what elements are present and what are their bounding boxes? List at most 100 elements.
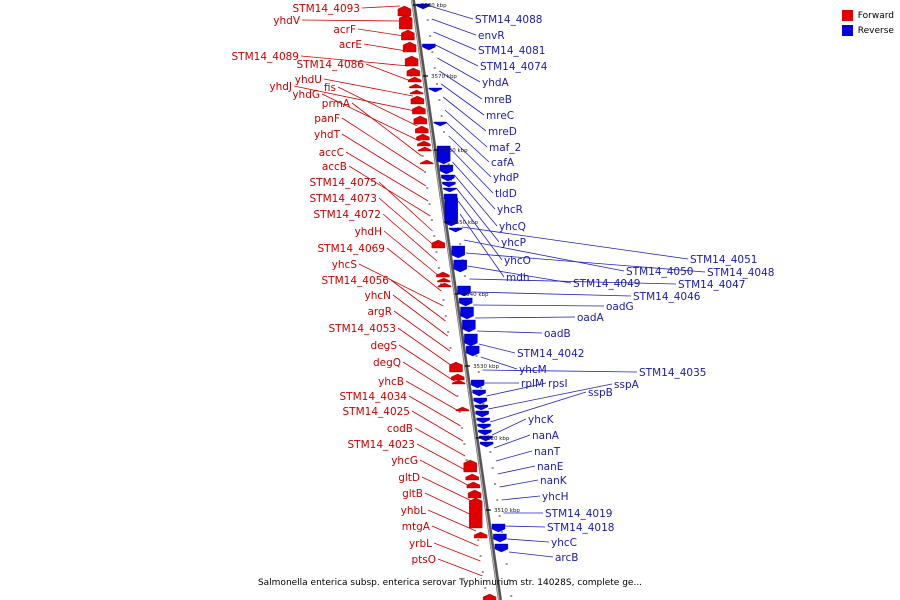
gene-label-mreb[interactable]: mreB (484, 94, 512, 106)
gene-label-yrbl[interactable]: yrbL (409, 538, 432, 550)
reverse-connector (463, 239, 625, 272)
gene-label-stm14-4023[interactable]: STM14_4023 (348, 439, 415, 451)
gene-label-stm14-4042[interactable]: STM14_4042 (517, 348, 584, 360)
gene-label-gltb[interactable]: gltB (402, 488, 423, 500)
gene-label-nank[interactable]: nanK (540, 475, 568, 487)
gene-label-yhcg[interactable]: yhcG (391, 455, 418, 467)
reverse-connector (505, 525, 546, 528)
gene-label-stm14-4025[interactable]: STM14_4025 (343, 406, 410, 418)
gene-label-stm14-4035[interactable]: STM14_4035 (639, 367, 706, 379)
reverse-connector (508, 551, 554, 558)
gene-label-stm14-4048[interactable]: STM14_4048 (707, 267, 774, 279)
forward-gene-arrow (469, 497, 483, 529)
reverse-gene-arrow (477, 423, 491, 430)
gene-label-arcb[interactable]: arcB (555, 552, 579, 564)
gene-label-sspb[interactable]: sspB (588, 387, 613, 399)
gene-label-yhdg[interactable]: yhdG (292, 89, 320, 101)
reverse-connector (480, 356, 518, 370)
gene-label-stm14-4034[interactable]: STM14_4034 (340, 391, 408, 403)
gene-label-yhch[interactable]: yhcH (542, 491, 569, 503)
reverse-gene-arrow (462, 319, 476, 333)
gene-label-nane[interactable]: nanE (537, 461, 563, 473)
gene-label-oadg[interactable]: oadG (606, 301, 634, 313)
gene-label-argr[interactable]: argR (367, 306, 392, 318)
gene-label-fis[interactable]: fis (324, 82, 336, 94)
gene-label-yhco[interactable]: yhcO (504, 255, 531, 267)
gene-label-yhcs[interactable]: yhcS (332, 259, 358, 271)
gene-label-yhcr[interactable]: yhcR (497, 204, 523, 216)
forward-connector (300, 55, 409, 67)
gene-label-stm14-4050[interactable]: STM14_4050 (626, 266, 693, 278)
gene-label-yhdp[interactable]: yhdP (493, 172, 519, 184)
gene-label-stm14-4019[interactable]: STM14_4019 (545, 508, 612, 520)
gene-label-stm14-4046[interactable]: STM14_4046 (633, 291, 701, 303)
gene-label-stm14-4069[interactable]: STM14_4069 (318, 243, 385, 255)
gene-label-stm14-4088[interactable]: STM14_4088 (475, 14, 542, 26)
gene-label-stm14-4018[interactable]: STM14_4018 (547, 522, 614, 534)
gene-label-ptso[interactable]: ptsO (411, 554, 436, 566)
gene-label-yhcp[interactable]: yhcP (501, 237, 526, 249)
gene-label-stm14-4047[interactable]: STM14_4047 (678, 279, 745, 291)
gene-label-yhbl[interactable]: yhbL (401, 505, 427, 517)
reverse-gene-arrow (439, 164, 454, 175)
gene-label-cafa[interactable]: cafA (491, 157, 515, 169)
gene-label-yhdh[interactable]: yhdH (355, 226, 382, 238)
gene-label-degq[interactable]: degQ (373, 357, 401, 369)
gene-label-mtga[interactable]: mtgA (402, 521, 431, 533)
gene-label-nana[interactable]: nanA (532, 430, 560, 442)
gene-label-stm14-4075[interactable]: STM14_4075 (310, 177, 377, 189)
gene-label-stm14-4086[interactable]: STM14_4086 (297, 59, 365, 71)
gene-label-gltd[interactable]: gltD (398, 472, 420, 484)
gene-label-oada[interactable]: oadA (577, 312, 605, 324)
gene-label-stm14-4081[interactable]: STM14_4081 (478, 45, 545, 57)
reverse-connector (448, 135, 492, 178)
reverse-connector (473, 304, 605, 307)
gene-label-stm14-4056[interactable]: STM14_4056 (322, 275, 390, 287)
gene-label-oadb[interactable]: oadB (544, 328, 571, 340)
reverse-gene-arrow (457, 285, 471, 297)
gene-label-degs[interactable]: degS (371, 340, 398, 352)
gene-label-yhcn[interactable]: yhcN (365, 290, 392, 302)
gene-label-yhdu[interactable]: yhdU (295, 74, 322, 86)
gene-label-rplm[interactable]: rplM (521, 378, 544, 390)
reverse-connector (444, 109, 488, 148)
gene-label-stm14-4072[interactable]: STM14_4072 (314, 209, 381, 221)
gene-label-mred[interactable]: mreD (488, 126, 517, 138)
gene-label-yhcq[interactable]: yhcQ (499, 221, 526, 233)
gene-label-stm14-4073[interactable]: STM14_4073 (310, 193, 377, 205)
gene-label-envr[interactable]: envR (478, 30, 505, 42)
gene-label-maf-2[interactable]: maf_2 (489, 142, 521, 154)
gene-label-tldd[interactable]: tldD (495, 188, 517, 200)
gene-label-mrec[interactable]: mreC (486, 110, 514, 122)
gene-label-mdh[interactable]: mdh (506, 272, 530, 284)
reverse-gene-arrow (466, 345, 480, 357)
reverse-connector (501, 495, 541, 501)
gene-label-panf[interactable]: panF (314, 113, 340, 125)
gene-label-yhcb[interactable]: yhcB (378, 376, 404, 388)
gene-label-stm14-4074[interactable]: STM14_4074 (480, 61, 548, 73)
gene-label-yhdt[interactable]: yhdT (314, 129, 341, 141)
gene-label-yhcc[interactable]: yhcC (551, 537, 577, 549)
gene-label-rpsi[interactable]: rpsI (548, 378, 568, 390)
gene-label-nant[interactable]: nanT (534, 446, 561, 458)
gene-label-codb[interactable]: codB (387, 423, 413, 435)
reverse-connector (454, 174, 498, 227)
gene-label-yhcm[interactable]: yhcM (519, 364, 547, 376)
gene-label-yhck[interactable]: yhcK (528, 414, 555, 426)
gene-label-yhdv[interactable]: yhdV (273, 15, 301, 27)
gene-label-stm14-4051[interactable]: STM14_4051 (690, 254, 757, 266)
scale-label: 3540 kbp (463, 292, 489, 298)
gene-label-prma[interactable]: prmA (322, 98, 351, 110)
gene-label-yhdj[interactable]: yhdJ (269, 81, 292, 93)
gene-label-stm14-4053[interactable]: STM14_4053 (329, 323, 396, 335)
gene-label-acrf[interactable]: acrF (333, 24, 356, 36)
gene-label-stm14-4093[interactable]: STM14_4093 (293, 3, 360, 15)
gene-label-acre[interactable]: acrE (339, 39, 362, 51)
gene-label-accc[interactable]: accC (319, 147, 344, 159)
gene-label-accb[interactable]: accB (322, 161, 347, 173)
gene-label-sspa[interactable]: sspA (614, 379, 640, 391)
reverse-connector (499, 479, 539, 488)
gene-label-stm14-4049[interactable]: STM14_4049 (573, 278, 640, 290)
gene-label-stm14-4089[interactable]: STM14_4089 (232, 51, 299, 63)
gene-label-yhda[interactable]: yhdA (482, 77, 510, 89)
